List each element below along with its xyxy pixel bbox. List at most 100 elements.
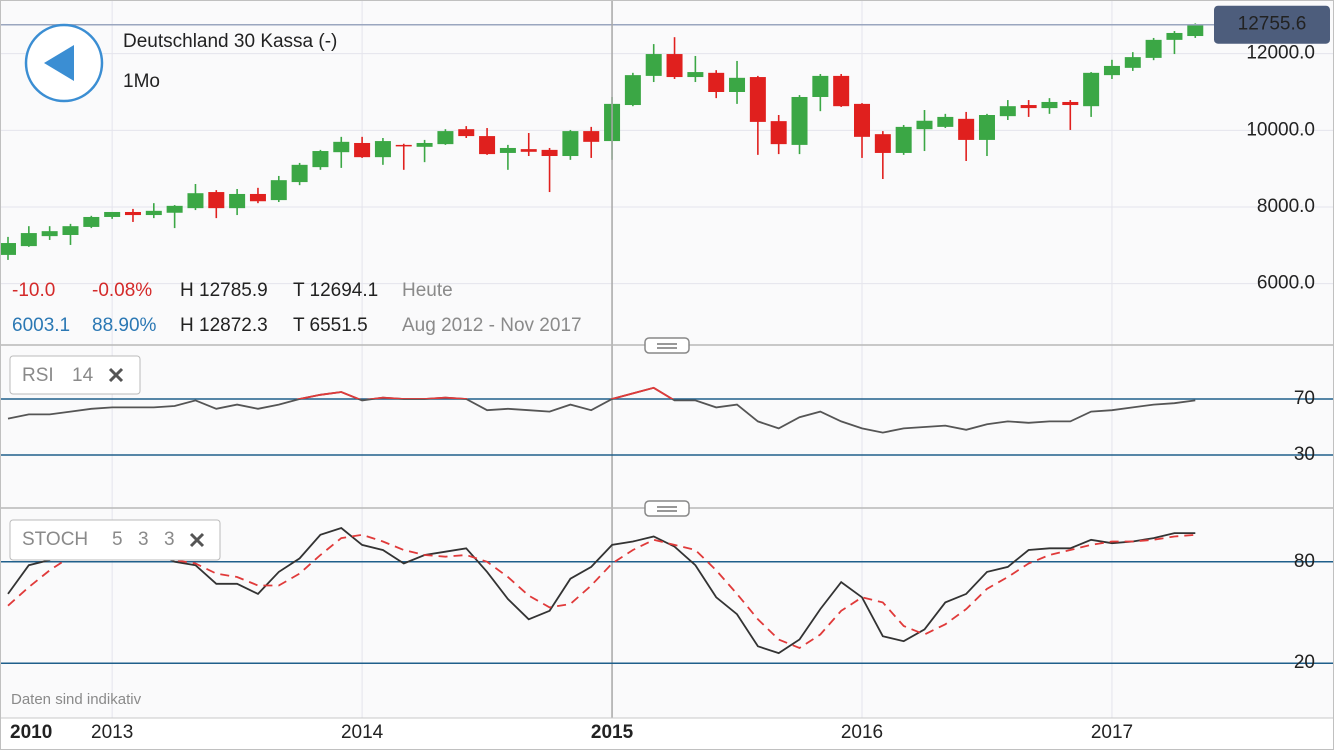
last-price-label: 12755.6 — [1238, 14, 1307, 35]
candle-body — [666, 54, 683, 78]
candle-body — [1103, 65, 1120, 76]
y-tick-label: 12000.0 — [1246, 43, 1315, 64]
candle-body — [312, 151, 329, 168]
candle-body — [458, 129, 475, 137]
interval: 1Mo — [123, 71, 160, 92]
candle-body — [437, 131, 454, 145]
candle-body — [145, 210, 162, 216]
last-price-tag — [1214, 5, 1330, 44]
period-label: Heute — [402, 280, 453, 301]
change-pct: -0.08% — [92, 280, 152, 301]
candle-body — [833, 75, 850, 107]
indicator-name: RSI — [22, 365, 54, 386]
candle-body — [687, 72, 704, 78]
candle-body — [895, 126, 912, 153]
range-low: T 6551.5 — [293, 315, 368, 336]
candle-body — [41, 231, 58, 237]
range-change-abs: 6003.1 — [12, 315, 70, 336]
candle-body — [791, 96, 808, 145]
candle-body — [1041, 101, 1058, 109]
resize-handle[interactable] — [644, 337, 690, 354]
candle-body — [937, 116, 954, 127]
candle-body — [812, 75, 829, 97]
range-start-bg — [1, 719, 65, 749]
candle-body — [187, 193, 204, 209]
candle-body — [479, 136, 496, 155]
candle-body — [1062, 101, 1079, 106]
candle-body — [416, 142, 433, 147]
handle-box[interactable] — [644, 500, 690, 517]
candle-body — [0, 243, 16, 255]
candle-body — [249, 193, 266, 202]
candle-body — [229, 193, 246, 209]
indicator-param: 14 — [72, 365, 94, 386]
y-tick-label: 80 — [1294, 551, 1315, 572]
x-axis-background — [0, 718, 1334, 750]
candle-body — [999, 106, 1016, 117]
chart-background — [0, 0, 1334, 718]
candle-body — [270, 180, 287, 201]
indicator-param: 3 — [138, 529, 149, 550]
candle-body — [562, 131, 579, 157]
candle-body — [770, 121, 787, 145]
legend-box[interactable] — [9, 519, 221, 561]
candle-body — [708, 72, 725, 92]
range-label: Aug 2012 - Nov 2017 — [402, 315, 582, 336]
indicator-param: 3 — [164, 529, 175, 550]
range-high: H 12872.3 — [180, 315, 268, 336]
candle-body — [1187, 24, 1204, 37]
x-tick-label: 2013 — [91, 722, 133, 743]
candle-body — [1124, 57, 1141, 68]
x-tick-label: 2017 — [1091, 722, 1133, 743]
cursor-label: 2015 — [591, 722, 634, 743]
y-tick-label: 70 — [1294, 388, 1315, 409]
candle-body — [333, 141, 350, 153]
candle-body — [958, 118, 975, 140]
candle-body — [374, 141, 391, 158]
y-tick-label: 6000.0 — [1257, 273, 1315, 294]
candle-body — [291, 164, 308, 183]
candle-body — [83, 216, 100, 227]
candle-body — [1166, 32, 1183, 40]
indicator-param: 5 — [112, 529, 123, 550]
x-tick-label: 2014 — [341, 722, 384, 743]
candle-body — [749, 77, 766, 122]
candle-body — [208, 192, 225, 209]
candle-body — [624, 75, 641, 106]
candle-body — [1145, 39, 1162, 58]
footnote: Daten sind indikativ — [11, 691, 142, 708]
day-low: T 12694.1 — [293, 280, 378, 301]
back-button[interactable] — [24, 23, 104, 103]
y-tick-label: 8000.0 — [1257, 196, 1315, 217]
rsi-legend[interactable]: RSI 14 — [9, 355, 141, 395]
candle-body — [1020, 105, 1037, 109]
resize-handle[interactable] — [644, 500, 690, 517]
remove-icon[interactable] — [108, 367, 124, 383]
back-arrow — [44, 45, 74, 81]
candle-body — [874, 134, 891, 153]
range-start-label: 2010 — [10, 722, 52, 743]
candle-body — [916, 120, 933, 130]
candle-body — [541, 149, 558, 157]
legend-box[interactable] — [9, 355, 141, 395]
indicator-line — [7, 526, 1196, 655]
candle-body — [729, 77, 746, 92]
candle-body — [354, 142, 371, 158]
candle-body — [20, 233, 37, 247]
y-tick-label: 20 — [1294, 652, 1315, 673]
remove-icon[interactable] — [189, 532, 205, 548]
candles — [0, 23, 1204, 260]
stoch-legend[interactable]: STOCH 5 3 3 — [9, 519, 221, 561]
candle-body — [645, 54, 662, 76]
handle-box[interactable] — [644, 337, 690, 354]
candle-body — [978, 115, 995, 140]
candle-body — [395, 144, 412, 147]
candle-body — [520, 149, 537, 152]
candle-body — [104, 211, 121, 217]
candle-body — [166, 205, 183, 213]
y-tick-label: 10000.0 — [1246, 119, 1315, 140]
candle-body — [583, 131, 600, 142]
range-change-pct: 88.90% — [92, 315, 157, 336]
